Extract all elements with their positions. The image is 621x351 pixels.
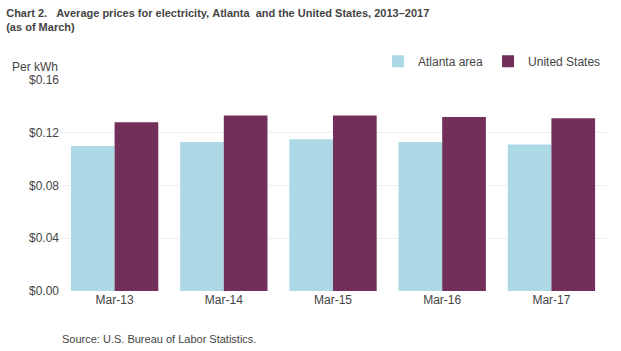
svg-text:Mar-13: Mar-13	[96, 293, 134, 307]
svg-text:Source: U.S. Bureau of Labor S: Source: U.S. Bureau of Labor Statistics.	[62, 333, 256, 345]
svg-text:Mar-14: Mar-14	[205, 293, 243, 307]
svg-text:Atlanta area: Atlanta area	[418, 55, 483, 69]
svg-text:$0.16: $0.16	[29, 73, 59, 87]
svg-text:Chart 2. Average prices for: Chart 2. Average prices for electricity,…	[6, 7, 429, 33]
svg-text:United States: United States	[528, 55, 600, 69]
svg-text:$0.00: $0.00	[29, 284, 59, 298]
svg-text:$0.04: $0.04	[29, 231, 59, 245]
svg-text:Mar-17: Mar-17	[532, 293, 570, 307]
svg-text:$0.12: $0.12	[29, 126, 59, 140]
svg-text:Mar-16: Mar-16	[423, 293, 461, 307]
svg-text:Per kWh: Per kWh	[12, 60, 58, 74]
svg-text:Mar-15: Mar-15	[314, 293, 352, 307]
svg-text:$0.08: $0.08	[29, 179, 59, 193]
